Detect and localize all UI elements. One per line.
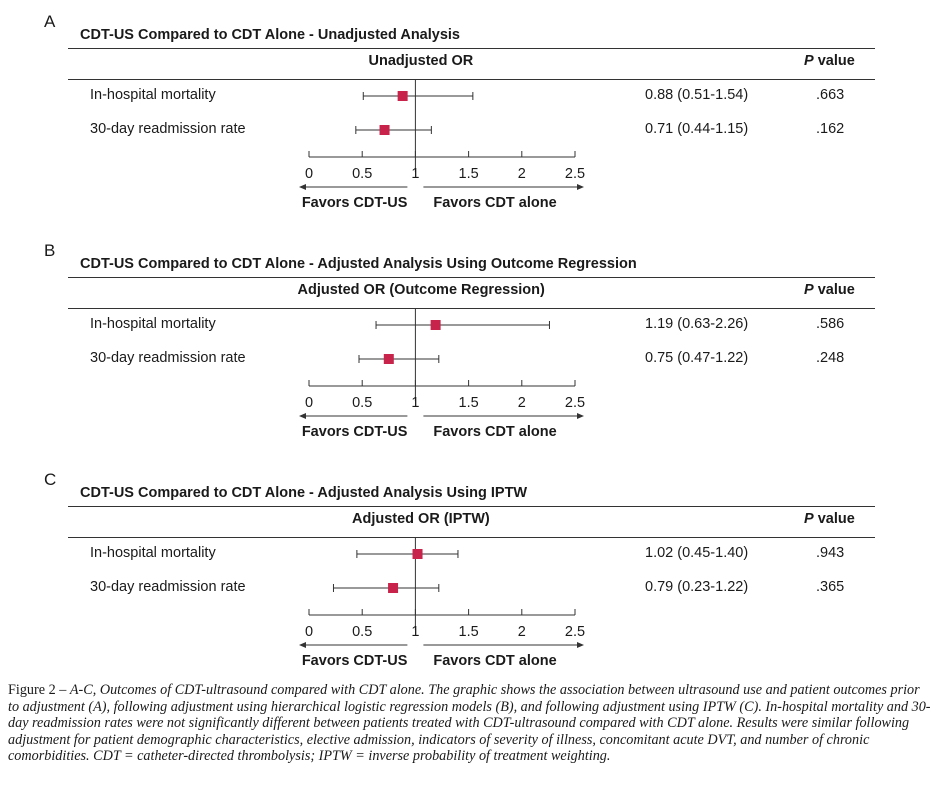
favors-right-label: Favors CDT alone <box>433 195 556 211</box>
favors-left-arrowhead <box>299 413 306 419</box>
panel-letter: B <box>44 241 56 260</box>
x-tick-label: 1 <box>411 395 419 411</box>
favors-right-label: Favors CDT alone <box>433 653 556 669</box>
x-tick-label: 2.5 <box>565 395 585 411</box>
favors-left-label: Favors CDT-US <box>302 195 408 211</box>
p-value-header: P value <box>804 53 855 69</box>
odds-ratio-marker <box>379 125 390 135</box>
x-tick-label: 1.5 <box>459 166 479 182</box>
favors-right-arrowhead <box>577 413 584 419</box>
p-value-header-rest: value <box>813 511 855 527</box>
header-rule-bottom <box>68 308 875 309</box>
x-tick-label: 0.5 <box>352 395 372 411</box>
panel-letter: C <box>44 470 57 489</box>
forest-plot: 0 0.5 1 1.5 2 2.5 Favors CDT-US Favors CDT alon… <box>299 309 585 440</box>
header-rule-top <box>68 506 875 507</box>
x-tick-label: 2.5 <box>565 166 585 182</box>
odds-ratio-text: 0.75 (0.47-1.22) <box>645 350 749 366</box>
x-tick-label: 0.5 <box>352 624 372 640</box>
p-value-header-rest: value <box>813 53 855 69</box>
p-value-header: P value <box>804 282 855 298</box>
outcome-label: In-hospital mortality <box>90 545 216 561</box>
header-rule-bottom <box>68 79 875 80</box>
or-column-header: Unadjusted OR <box>368 53 474 69</box>
odds-ratio-marker <box>430 320 441 330</box>
x-tick-label: 2 <box>518 624 526 640</box>
caption-lead: Figure 2 – <box>8 682 70 698</box>
x-tick-label: 0 <box>305 166 313 182</box>
p-value-text: .248 <box>816 350 845 366</box>
favors-right-arrowhead <box>577 642 584 648</box>
odds-ratio-text: 1.02 (0.45-1.40) <box>645 545 749 561</box>
x-tick-label: 1 <box>411 166 419 182</box>
or-column-header: Adjusted OR (Outcome Regression) <box>297 282 545 298</box>
odds-ratio-marker <box>397 91 408 101</box>
panel-title: CDT-US Compared to CDT Alone - Adjusted … <box>80 485 528 501</box>
p-value-header-rest: value <box>813 282 855 298</box>
odds-ratio-text: 0.71 (0.44-1.15) <box>645 121 749 137</box>
or-column-header: Adjusted OR (IPTW) <box>352 511 490 527</box>
odds-ratio-text: 1.19 (0.63-2.26) <box>645 316 749 332</box>
outcome-label: 30-day readmission rate <box>90 579 246 595</box>
odds-ratio-marker <box>412 549 423 559</box>
favors-right-arrowhead <box>577 184 584 190</box>
outcome-label: In-hospital mortality <box>90 87 216 103</box>
x-tick-label: 2 <box>518 395 526 411</box>
panel-letter: A <box>44 12 56 31</box>
p-value-text: .365 <box>816 579 845 595</box>
x-tick-label: 1.5 <box>459 395 479 411</box>
p-value-text: .663 <box>816 87 845 103</box>
p-value-text: .162 <box>816 121 845 137</box>
favors-left-label: Favors CDT-US <box>302 653 408 669</box>
header-rule-bottom <box>68 537 875 538</box>
x-tick-label: 2.5 <box>565 624 585 640</box>
x-tick-label: 0 <box>305 624 313 640</box>
x-tick-label: 0.5 <box>352 166 372 182</box>
odds-ratio-marker <box>388 583 399 593</box>
x-tick-label: 0 <box>305 395 313 411</box>
odds-ratio-text: 0.79 (0.23-1.22) <box>645 579 749 595</box>
figure-caption: Figure 2 – A-C, Outcomes of CDT-ultrasou… <box>8 682 934 765</box>
x-tick-label: 1.5 <box>459 624 479 640</box>
p-value-text: .586 <box>816 316 845 332</box>
forest-panel-a: A CDT-US Compared to CDT Alone - Unadjust… <box>0 12 942 237</box>
caption-text: A-C, Outcomes of CDT-ultrasound compared… <box>8 682 931 764</box>
favors-right-label: Favors CDT alone <box>433 424 556 440</box>
favors-left-label: Favors CDT-US <box>302 424 408 440</box>
forest-plot: 0 0.5 1 1.5 2 2.5 Favors CDT-US Favors CDT alon… <box>299 80 585 211</box>
forest-plot: 0 0.5 1 1.5 2 2.5 Favors CDT-US Favors CDT alon… <box>299 538 585 669</box>
p-value-header-italic: P <box>804 282 814 298</box>
odds-ratio-marker <box>383 354 394 364</box>
outcome-label: 30-day readmission rate <box>90 121 246 137</box>
header-rule-top <box>68 48 875 49</box>
outcome-label: In-hospital mortality <box>90 316 216 332</box>
p-value-header-italic: P <box>804 511 814 527</box>
p-value-header-italic: P <box>804 53 814 69</box>
outcome-label: 30-day readmission rate <box>90 350 246 366</box>
forest-panel-b: B CDT-US Compared to CDT Alone - Adjusted… <box>0 241 942 466</box>
odds-ratio-text: 0.88 (0.51-1.54) <box>645 87 749 103</box>
panel-title: CDT-US Compared to CDT Alone - Unadjuste… <box>80 27 460 43</box>
favors-left-arrowhead <box>299 184 306 190</box>
p-value-text: .943 <box>816 545 845 561</box>
x-tick-label: 2 <box>518 166 526 182</box>
header-rule-top <box>68 277 875 278</box>
panel-title: CDT-US Compared to CDT Alone - Adjusted … <box>80 256 637 272</box>
forest-panel-c: C CDT-US Compared to CDT Alone - Adjusted… <box>0 470 942 695</box>
x-tick-label: 1 <box>411 624 419 640</box>
favors-left-arrowhead <box>299 642 306 648</box>
p-value-header: P value <box>804 511 855 527</box>
